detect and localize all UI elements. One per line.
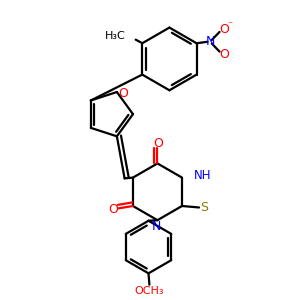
- Text: H₃C: H₃C: [105, 31, 126, 41]
- Text: N: N: [152, 220, 162, 233]
- Text: NH: NH: [194, 169, 211, 182]
- Text: O: O: [219, 23, 229, 36]
- Text: O: O: [108, 203, 118, 216]
- Text: O: O: [153, 136, 163, 150]
- Text: ⁻: ⁻: [227, 20, 232, 30]
- Text: OCH₃: OCH₃: [135, 286, 164, 296]
- Text: N: N: [205, 35, 215, 48]
- Text: O: O: [118, 87, 128, 100]
- Text: S: S: [200, 201, 208, 214]
- Text: O: O: [219, 48, 229, 61]
